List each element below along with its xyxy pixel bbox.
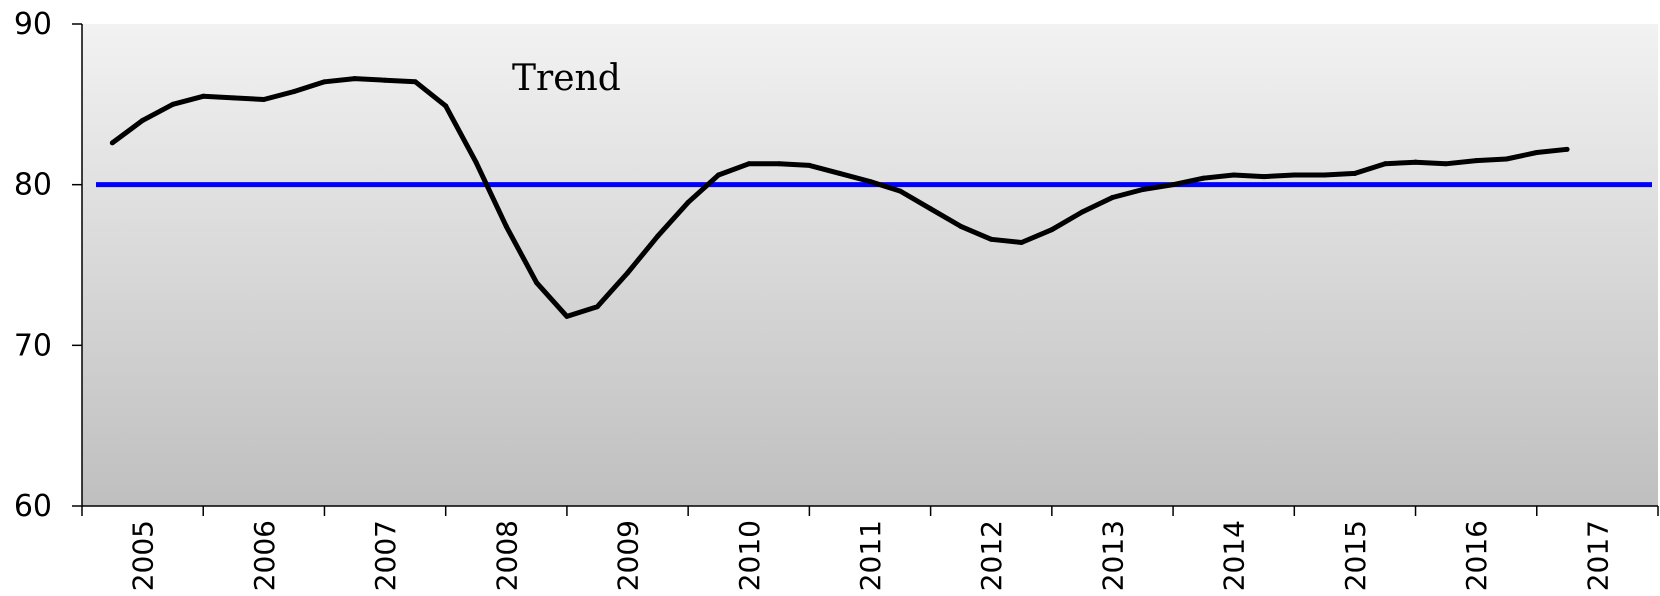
data-point — [685, 199, 691, 205]
data-point — [1473, 158, 1479, 164]
data-point — [443, 103, 449, 109]
data-point — [231, 95, 237, 101]
x-tick-label: 2009 — [612, 520, 645, 591]
data-point — [261, 97, 267, 103]
data-point — [655, 233, 661, 239]
y-tick-label: 70 — [14, 328, 52, 363]
y-tick-label: 90 — [14, 7, 52, 42]
data-point — [1109, 195, 1115, 201]
y-tick-label: 60 — [14, 489, 52, 524]
data-point — [1261, 174, 1267, 180]
series-layer — [109, 76, 1570, 319]
plot-area — [82, 24, 1658, 506]
data-point — [170, 101, 176, 107]
data-point — [1443, 161, 1449, 167]
x-tick-label: 2017 — [1581, 520, 1614, 591]
data-point — [503, 223, 509, 229]
data-point — [958, 223, 964, 229]
x-axis: 2005 2006 2007 2008 2009 2010 2011 2012 2013 2014… — [81, 505, 1659, 591]
x-tick-label: 2006 — [248, 520, 281, 591]
y-tick-label: 80 — [14, 168, 52, 203]
x-tick-label: 2013 — [1096, 520, 1129, 591]
data-point — [1231, 172, 1237, 178]
data-point — [1503, 156, 1509, 162]
x-tick-label: 2007 — [369, 520, 402, 591]
data-point — [594, 304, 600, 310]
x-tick-label: 2008 — [490, 520, 523, 591]
data-point — [625, 270, 631, 276]
data-point — [1049, 227, 1055, 233]
data-point — [776, 161, 782, 167]
data-point — [806, 162, 812, 168]
data-point — [746, 161, 752, 167]
data-point — [109, 140, 115, 146]
data-point — [564, 313, 570, 319]
data-point — [1352, 170, 1358, 176]
data-point — [473, 159, 479, 165]
data-point — [1291, 172, 1297, 178]
data-point — [140, 117, 146, 123]
data-point — [534, 280, 540, 286]
x-tick-label: 2005 — [127, 520, 160, 591]
data-point — [867, 178, 873, 184]
x-tick-label: 2015 — [1339, 520, 1372, 591]
data-point — [1322, 172, 1328, 178]
data-point — [715, 172, 721, 178]
data-point — [321, 79, 327, 85]
data-point — [352, 76, 358, 82]
data-point — [1382, 161, 1388, 167]
data-point — [382, 77, 388, 83]
data-point — [200, 93, 206, 99]
data-point — [988, 236, 994, 242]
x-tick-label: 2011 — [854, 520, 887, 591]
x-tick-label: 2014 — [1218, 520, 1251, 591]
data-point — [897, 188, 903, 194]
data-point — [1019, 240, 1025, 246]
data-point — [1200, 175, 1206, 181]
x-tick-label: 2016 — [1460, 520, 1493, 591]
trend-annotation: Trend — [512, 58, 621, 99]
data-point — [412, 79, 418, 85]
data-point — [291, 88, 297, 94]
x-tick-label: 2010 — [733, 520, 766, 591]
data-point — [1534, 150, 1540, 156]
x-tick-label: 2012 — [975, 520, 1008, 591]
data-point — [1079, 209, 1085, 215]
data-point — [1564, 146, 1570, 152]
data-point — [1140, 186, 1146, 192]
data-point — [837, 170, 843, 176]
data-point — [928, 206, 934, 212]
data-point — [1170, 182, 1176, 188]
data-point — [1413, 159, 1419, 165]
y-axis: 60 70 80 90 — [14, 7, 83, 524]
